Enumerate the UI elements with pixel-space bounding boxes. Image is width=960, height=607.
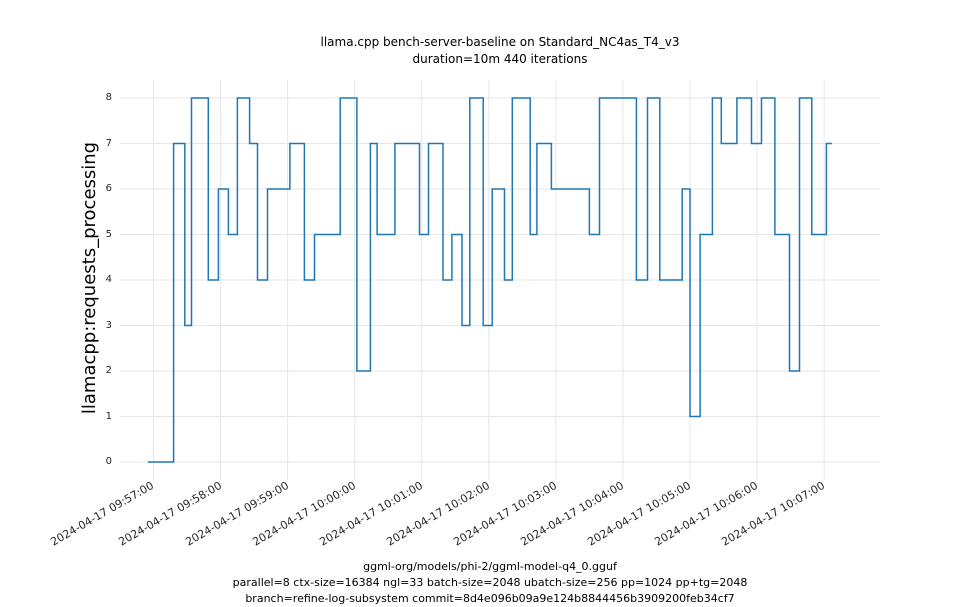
caption-model: ggml-org/models/phi-2/ggml-model-q4_0.gg… (363, 560, 617, 573)
caption-commit: branch=refine-log-subsystem commit=8d4e0… (245, 592, 735, 605)
caption-params: parallel=8 ctx-size=16384 ngl=33 batch-s… (232, 576, 748, 589)
chart-title-block: llama.cpp bench-server-baseline on Stand… (120, 34, 880, 68)
y-tick-label: 1 (105, 411, 112, 422)
caption-block: ggml-org/models/phi-2/ggml-model-q4_0.gg… (100, 559, 880, 607)
y-tick-label: 3 (105, 320, 112, 331)
y-tick-label: 4 (105, 274, 112, 285)
y-tick-label: 0 (105, 456, 112, 467)
y-tick-label: 5 (105, 229, 112, 240)
step-line-series (147, 97, 832, 463)
y-tick-label: 7 (105, 138, 112, 149)
y-tick-label: 2 (105, 365, 112, 376)
chart-subtitle: duration=10m 440 iterations (412, 52, 588, 66)
y-tick-label: 8 (105, 92, 112, 103)
chart-title: llama.cpp bench-server-baseline on Stand… (320, 35, 680, 49)
y-tick-label: 6 (105, 183, 112, 194)
